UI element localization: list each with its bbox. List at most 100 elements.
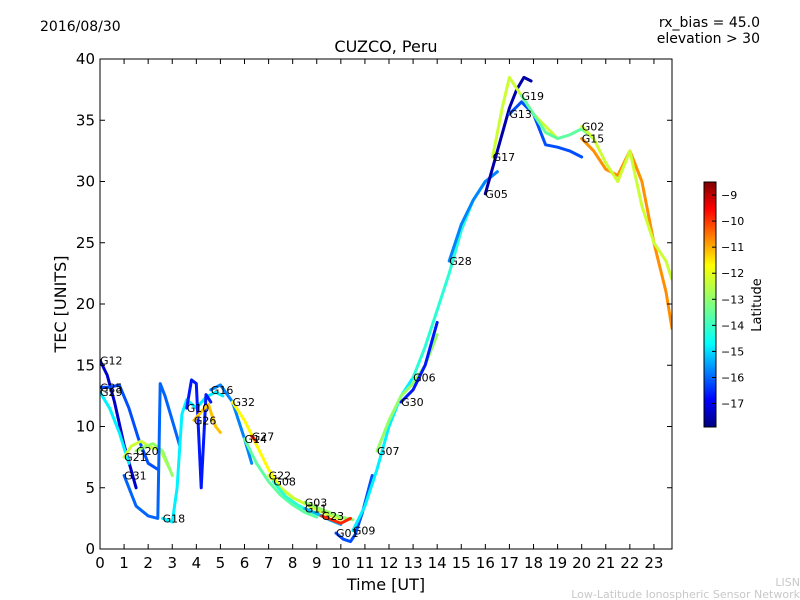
x-tick-label: 6: [240, 554, 250, 572]
x-tick-label: 14: [428, 554, 447, 572]
colorbar-tick-label: −16: [721, 371, 744, 384]
series-line-g21: [122, 439, 172, 471]
satellite-label-g19: G19: [522, 90, 545, 103]
satellite-label-g09: G09: [353, 525, 376, 538]
x-tick-label: 8: [288, 554, 298, 572]
colorbar-tick-label: −11: [721, 241, 744, 254]
x-tick-label: 11: [355, 554, 374, 572]
x-tick-label: 9: [312, 554, 322, 572]
satellite-label-g21: G21: [124, 451, 147, 464]
x-tick-label: 2: [143, 554, 153, 572]
satellite-label-g18: G18: [163, 512, 186, 525]
y-tick-label: 0: [85, 540, 95, 558]
x-tick-label: 0: [95, 554, 105, 572]
colorbar-tick-label: −17: [721, 398, 744, 411]
colorbar-ticks: −9 −10 −11 −12 −13 −14 −15 −16 −17: [712, 189, 744, 411]
satellite-label-g11: G11: [305, 503, 328, 516]
y-tick-label: 5: [85, 479, 95, 497]
satellite-label-g28: G28: [449, 255, 472, 268]
series-line-g20: [134, 442, 174, 477]
satellite-label-g27: G27: [252, 430, 275, 443]
x-tick-label: 17: [500, 554, 519, 572]
series-line-g03: [303, 500, 355, 522]
satellite-label-g32: G32: [233, 396, 256, 409]
series-line-g27: [250, 434, 258, 443]
satellite-label-g31: G31: [124, 470, 147, 483]
date-label: 2016/08/30: [40, 19, 121, 35]
series-line-g30: [399, 320, 439, 404]
satellite-label-g01: G01: [336, 527, 359, 540]
x-tick-label: 12: [379, 554, 398, 572]
satellite-label-g17: G17: [493, 151, 516, 164]
footer-network: Low-Latitude Ionospheric Sensor Network: [571, 588, 800, 600]
x-tick-label: 4: [192, 554, 202, 572]
satellite-label-g06: G06: [413, 372, 436, 385]
colorbar-tick-label: −12: [721, 267, 744, 280]
footer-lisn: LISN: [775, 576, 800, 589]
series-layer: [100, 75, 672, 544]
x-tick-label: 1: [119, 554, 129, 572]
y-tick-label: 10: [76, 418, 95, 436]
satellite-label-g25: G25: [100, 381, 123, 394]
satellite-label-g02: G02: [582, 120, 605, 133]
satellite-label-g20: G20: [136, 445, 159, 458]
y-tick-label: 15: [76, 356, 95, 374]
ticks-layer: 0 1 2 3 4 5 6 7 8 9 10 11 12 13 14 15 16 17 18 19 20 21 22 2305…: [76, 50, 672, 572]
x-tick-label: 7: [264, 554, 274, 572]
satellite-label-g10: G10: [187, 402, 210, 415]
x-tick-label: 16: [476, 554, 495, 572]
colorbar-tick-label: −15: [721, 345, 744, 358]
satellite-label-g08: G08: [273, 476, 296, 489]
series-line-g26: [192, 402, 222, 435]
series-line-g02: [580, 124, 672, 281]
elevation-label: elevation > 30: [657, 31, 760, 47]
series-line-g29: [100, 390, 131, 465]
x-tick-label: 22: [620, 554, 639, 572]
x-tick-label: 13: [404, 554, 423, 572]
satellite-label-g23: G23: [322, 510, 345, 523]
satellite-label-g05: G05: [485, 188, 508, 201]
satellite-label-g29: G29: [100, 386, 123, 399]
x-tick-label: 3: [167, 554, 177, 572]
satellite-label-g30: G30: [401, 396, 424, 409]
series-line-g06: [411, 180, 487, 379]
x-tick-label: 18: [524, 554, 543, 572]
y-tick-label: 35: [76, 111, 95, 129]
y-tick-label: 20: [76, 295, 95, 313]
colorbar-tick-label: −10: [721, 215, 744, 228]
x-tick-label: 21: [596, 554, 615, 572]
series-line-g25: [100, 383, 160, 471]
colorbar-tick-label: −14: [721, 319, 744, 332]
series-line-g19: [520, 94, 596, 141]
series-line-g10: [185, 378, 213, 490]
colorbar-tick-label: −9: [721, 189, 737, 202]
y-tick-label: 25: [76, 234, 95, 252]
satellite-label-g14: G14: [245, 433, 268, 446]
satellite-label-g12: G12: [100, 354, 123, 367]
rx-bias-label: rx_bias = 45.0: [659, 15, 760, 31]
x-axis-label: Time [UT]: [346, 575, 425, 594]
x-tick-label: 10: [331, 554, 350, 572]
series-line-g14: [243, 437, 319, 519]
satellite-label-g15: G15: [582, 133, 605, 146]
satellite-label-g26: G26: [194, 414, 217, 427]
x-tick-label: 19: [548, 554, 567, 572]
x-tick-label: 5: [216, 554, 226, 572]
satellite-label-g16: G16: [211, 384, 234, 397]
y-axis-label: TEC [UNITS]: [51, 256, 70, 354]
y-tick-label: 40: [76, 50, 95, 68]
y-tick-label: 30: [76, 173, 95, 191]
series-line-g05: [483, 75, 533, 196]
x-tick-label: 20: [572, 554, 591, 572]
series-line-g15: [580, 137, 672, 330]
series-line-g23: [320, 514, 352, 525]
satellite-label-g07: G07: [377, 445, 400, 458]
x-tick-label: 23: [644, 554, 663, 572]
colorbar: [703, 181, 717, 428]
satellite-label-g03: G03: [305, 496, 328, 509]
satellite-label-g13: G13: [509, 108, 532, 121]
x-tick-label: 15: [452, 554, 471, 572]
series-line-g13: [507, 100, 584, 159]
